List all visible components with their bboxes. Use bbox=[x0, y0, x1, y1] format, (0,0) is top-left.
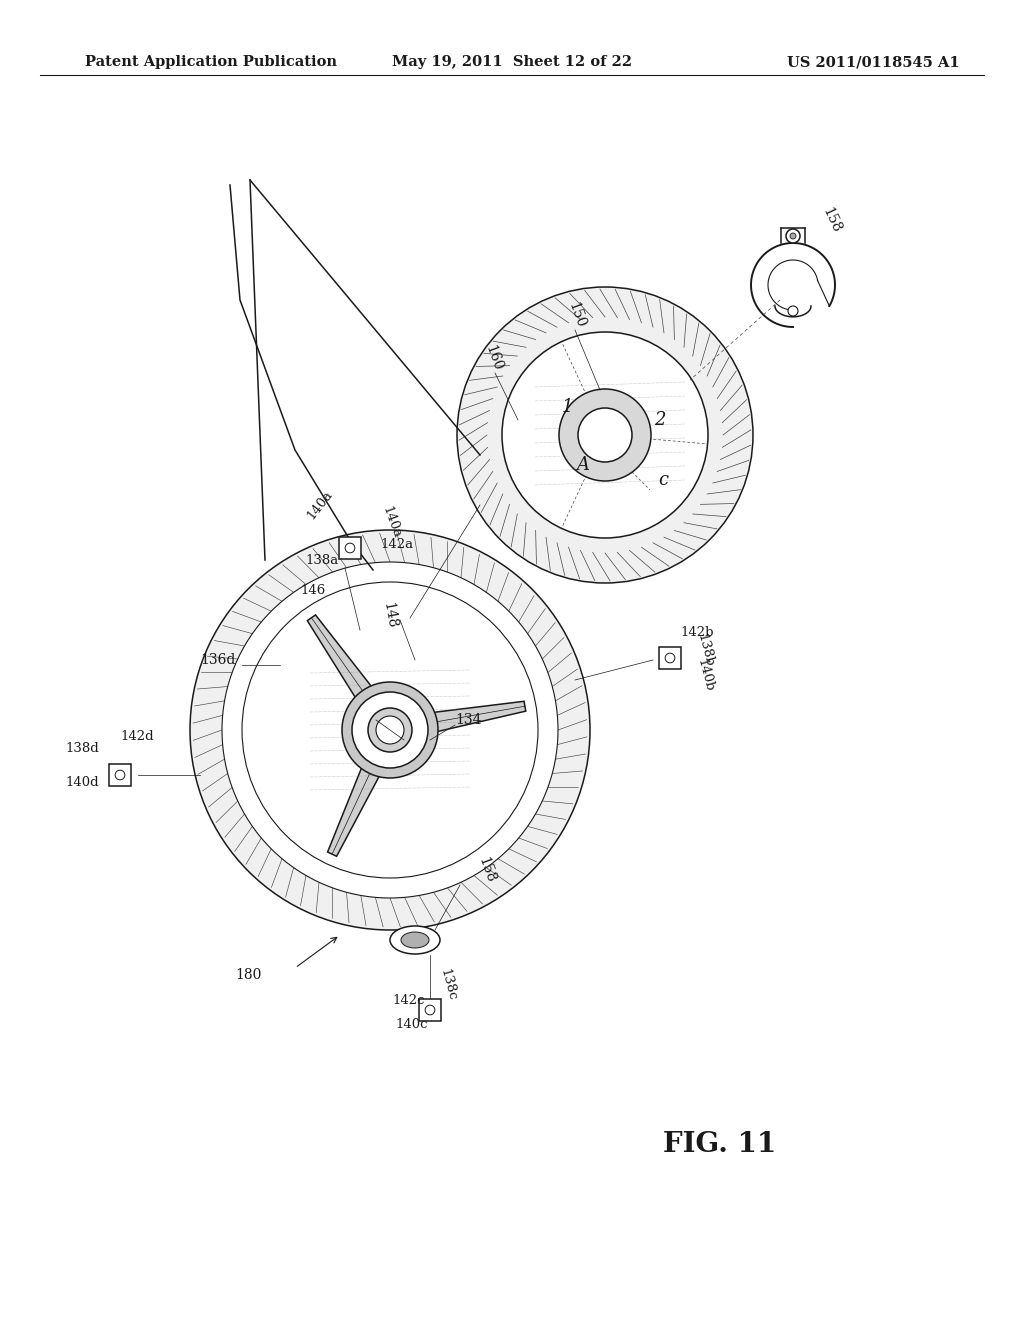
Text: 138c: 138c bbox=[438, 968, 459, 1002]
Text: A: A bbox=[577, 455, 590, 474]
Circle shape bbox=[342, 682, 438, 777]
Circle shape bbox=[790, 234, 796, 239]
Bar bbox=[339, 537, 361, 558]
Text: 142a: 142a bbox=[380, 539, 413, 552]
Text: 138a: 138a bbox=[305, 553, 338, 566]
Circle shape bbox=[345, 543, 355, 553]
Text: 146: 146 bbox=[300, 583, 326, 597]
Text: 134: 134 bbox=[455, 713, 481, 727]
Text: 140c: 140c bbox=[395, 1019, 427, 1031]
Text: May 19, 2011  Sheet 12 of 22: May 19, 2011 Sheet 12 of 22 bbox=[392, 55, 632, 69]
Text: 140b: 140b bbox=[695, 657, 716, 693]
Circle shape bbox=[559, 389, 651, 480]
Text: 158: 158 bbox=[820, 205, 844, 235]
Ellipse shape bbox=[390, 927, 440, 954]
Circle shape bbox=[352, 692, 428, 768]
Text: 142d: 142d bbox=[120, 730, 154, 743]
Text: Patent Application Publication: Patent Application Publication bbox=[85, 55, 337, 69]
Circle shape bbox=[578, 408, 632, 462]
Polygon shape bbox=[430, 701, 525, 733]
Circle shape bbox=[666, 653, 675, 663]
Text: 158: 158 bbox=[475, 855, 498, 884]
Text: 1: 1 bbox=[561, 399, 572, 416]
Text: 180: 180 bbox=[234, 968, 261, 982]
Text: 142c: 142c bbox=[392, 994, 425, 1006]
Text: 140a: 140a bbox=[305, 488, 335, 521]
Bar bbox=[659, 647, 681, 669]
Circle shape bbox=[788, 306, 798, 315]
Ellipse shape bbox=[401, 932, 429, 948]
Circle shape bbox=[368, 708, 412, 752]
Circle shape bbox=[222, 562, 558, 898]
Text: 2: 2 bbox=[654, 411, 666, 429]
Circle shape bbox=[190, 531, 590, 931]
Text: FIG. 11: FIG. 11 bbox=[664, 1131, 776, 1159]
Text: 140d: 140d bbox=[65, 776, 98, 788]
Circle shape bbox=[425, 1005, 435, 1015]
Text: 148: 148 bbox=[380, 601, 398, 630]
Circle shape bbox=[502, 333, 708, 539]
Text: 136d: 136d bbox=[200, 653, 236, 667]
Text: c: c bbox=[658, 471, 668, 488]
Text: 138b: 138b bbox=[695, 632, 716, 668]
Circle shape bbox=[786, 228, 800, 243]
Polygon shape bbox=[307, 615, 374, 701]
Text: US 2011/0118545 A1: US 2011/0118545 A1 bbox=[787, 55, 961, 69]
Text: 150: 150 bbox=[565, 300, 587, 330]
Circle shape bbox=[457, 286, 753, 583]
Text: 140a: 140a bbox=[380, 504, 403, 540]
Text: 138d: 138d bbox=[65, 742, 98, 755]
Text: 142b: 142b bbox=[680, 627, 714, 639]
Polygon shape bbox=[328, 764, 381, 857]
Text: 160: 160 bbox=[482, 343, 504, 372]
Circle shape bbox=[376, 715, 404, 744]
Circle shape bbox=[115, 770, 125, 780]
Circle shape bbox=[242, 582, 538, 878]
Bar bbox=[419, 999, 441, 1020]
Bar bbox=[109, 764, 131, 785]
